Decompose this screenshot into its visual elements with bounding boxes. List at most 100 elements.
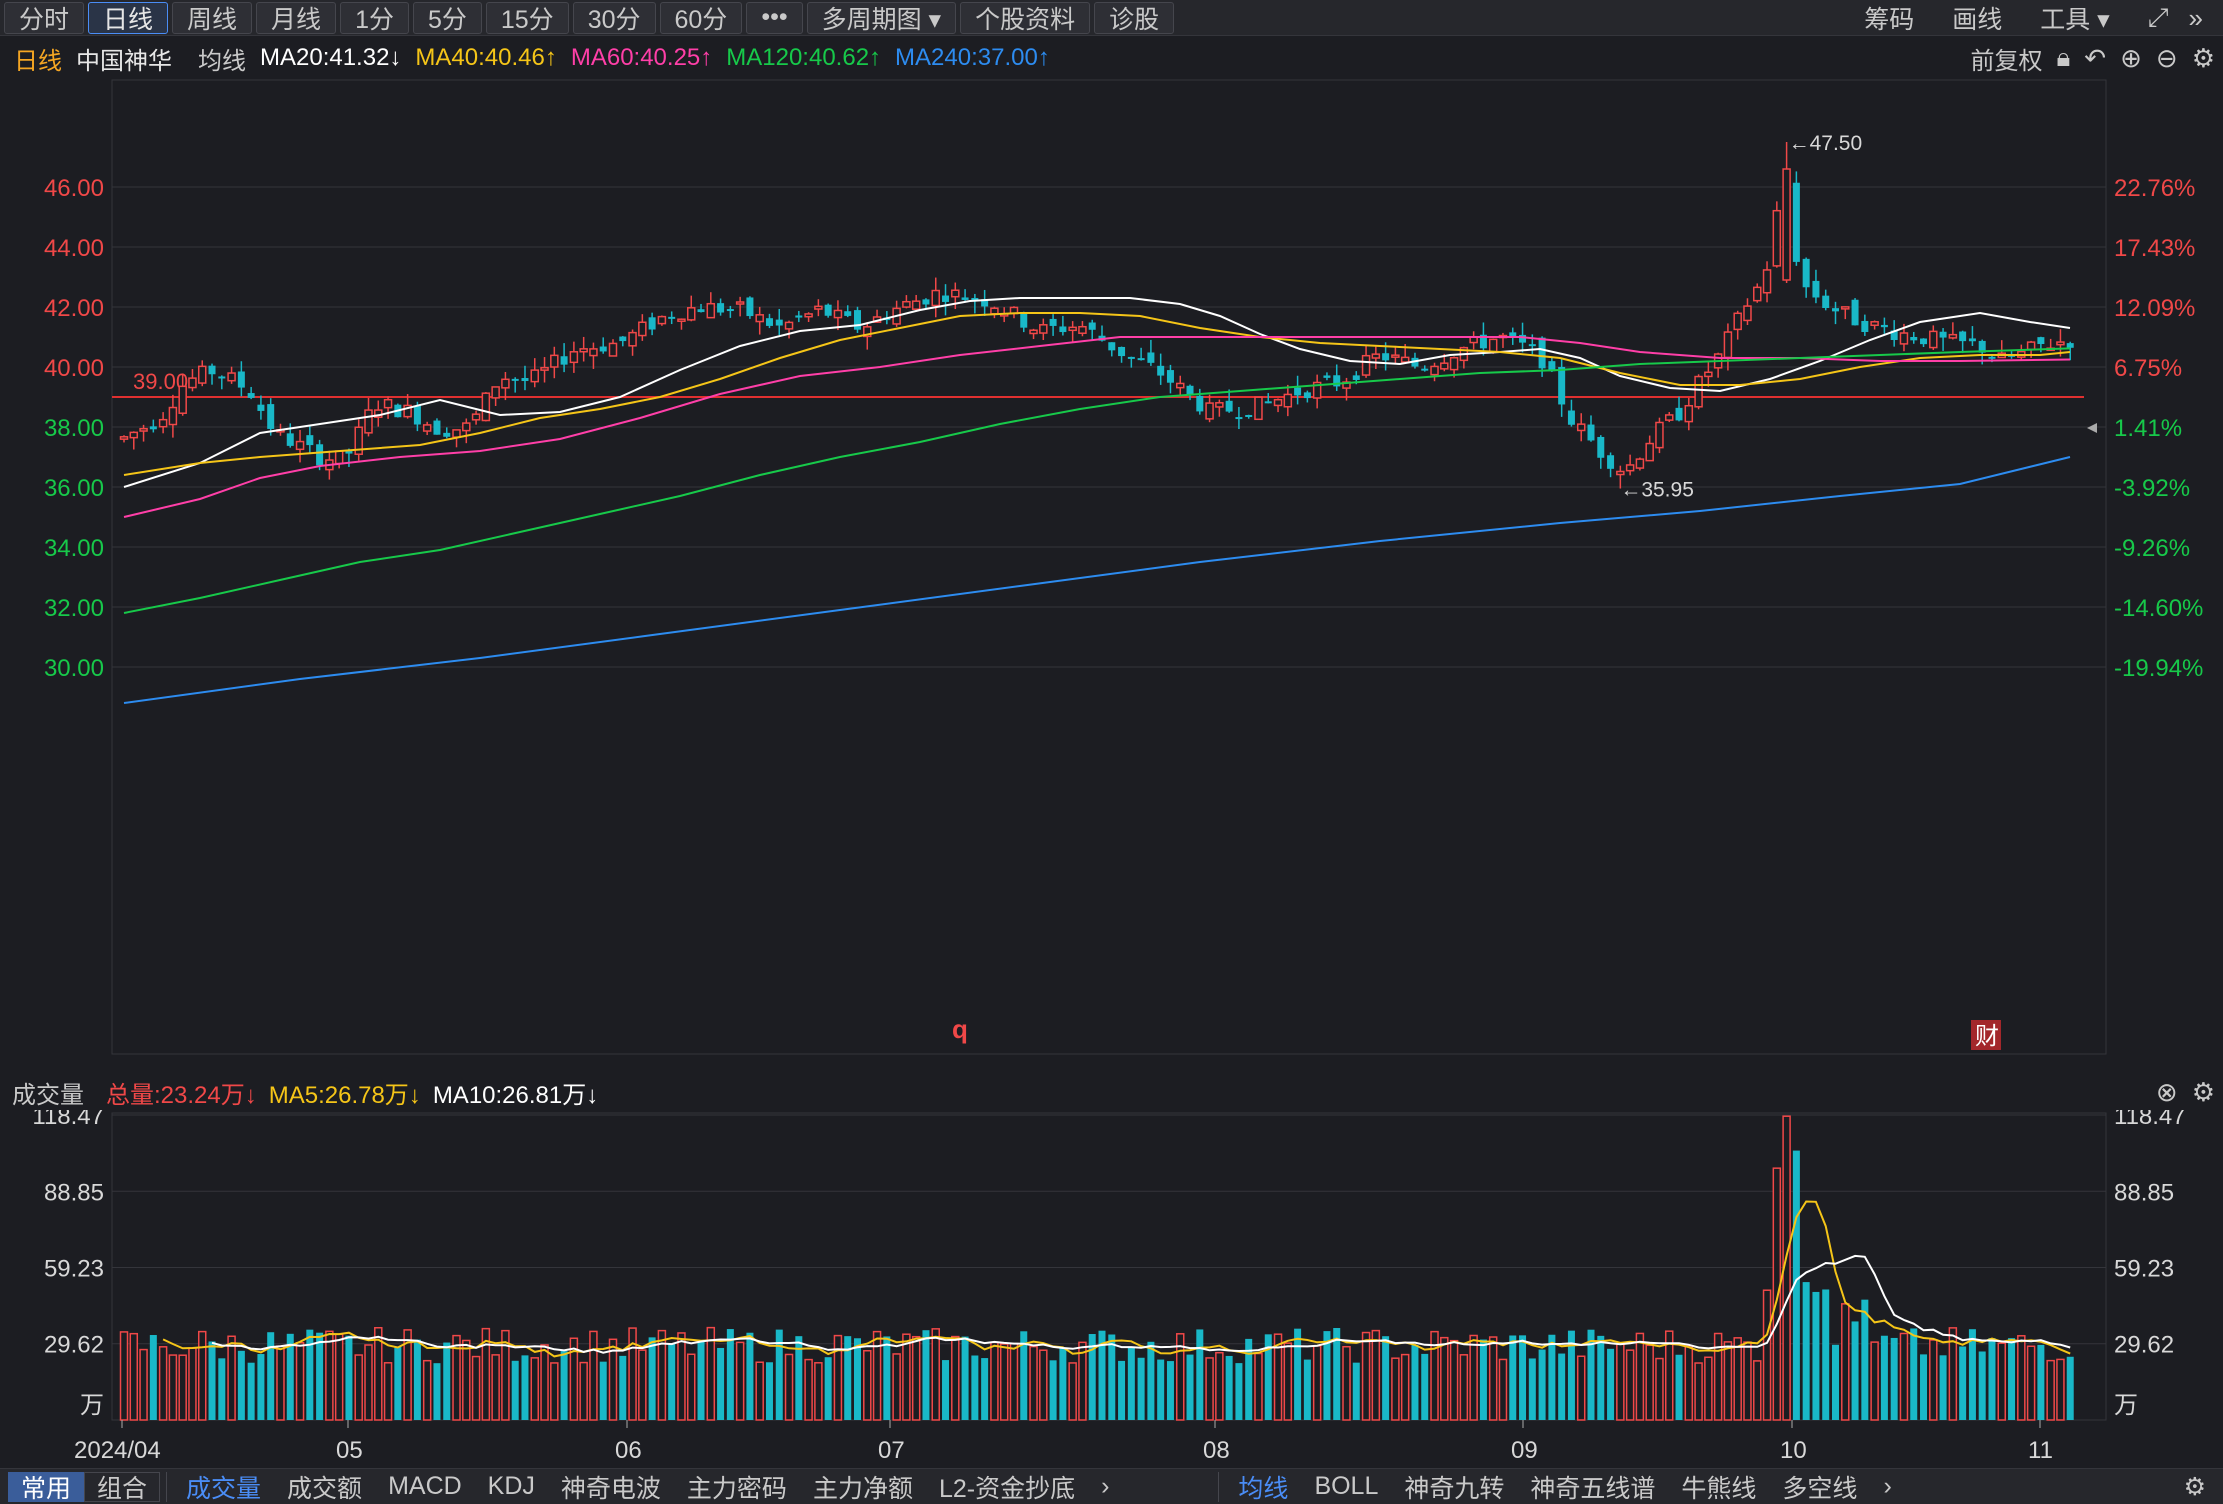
volume-panel[interactable]: 118.47 118.47 88.85 88.85 59.23 59.23 29.62 29.… xyxy=(0,1103,2223,1468)
overlay-tab-boll[interactable]: BOLL xyxy=(1314,1472,1379,1500)
period-tab-1min[interactable]: 1分 xyxy=(340,1,409,34)
candle-body-up xyxy=(1400,356,1410,363)
volume-bar-up xyxy=(1078,1341,1087,1421)
volume-bar-down xyxy=(1235,1363,1243,1420)
volume-title[interactable]: 成交量 xyxy=(12,1081,84,1109)
volume-bar-down xyxy=(1421,1353,1429,1420)
indicator-tab-l2-bottom[interactable]: L2-资金抄底 xyxy=(938,1474,1076,1503)
volume-bar-down xyxy=(1548,1334,1556,1420)
close-panel-icon[interactable]: ⊗ xyxy=(2155,1076,2178,1107)
price-axis-label-left: 44.00 xyxy=(44,235,104,262)
candle-body-up xyxy=(334,450,344,465)
volume-bar-down xyxy=(668,1344,676,1420)
candle-body-down xyxy=(1968,338,1976,342)
candle-body-down xyxy=(2066,343,2074,348)
adjust-mode-button[interactable]: 前复权 xyxy=(1970,47,2043,75)
period-tab-60min[interactable]: 60分 xyxy=(659,1,743,34)
fullscreen-icon[interactable]: ⤢ xyxy=(2147,2,2169,32)
volume-bar-down xyxy=(218,1358,226,1420)
period-tab-daily[interactable]: 日线 xyxy=(88,1,169,34)
volume-bar-up xyxy=(1899,1332,1909,1421)
volume-bar-up xyxy=(872,1330,882,1421)
candle-body-down xyxy=(1225,400,1233,412)
candle-body-down xyxy=(1108,342,1116,351)
candle-body-down xyxy=(560,356,568,365)
volume-bar-down xyxy=(1880,1335,1888,1420)
volume-bar-up xyxy=(188,1347,197,1421)
volume-axis-label-right: 29.62 xyxy=(2114,1332,2174,1359)
candle-body-up xyxy=(1312,381,1322,399)
candle-body-up xyxy=(833,309,843,319)
period-tab-monthly[interactable]: 月线 xyxy=(256,1,337,34)
bottom-settings-icon[interactable]: ⚙ xyxy=(2183,1472,2206,1501)
ma-title[interactable]: 均线 xyxy=(198,47,246,75)
volume-settings-icon[interactable]: ⚙ xyxy=(2191,1076,2215,1107)
indicator-tab-main-net[interactable]: 主力净额 xyxy=(812,1474,913,1503)
candle-body-up xyxy=(1664,414,1674,421)
undo-icon[interactable]: ↶ xyxy=(2084,42,2107,73)
chips-button[interactable]: 筹码 xyxy=(1864,6,1915,34)
volume-bar-up xyxy=(1713,1332,1723,1421)
stock-profile-button[interactable]: 个股资料 xyxy=(960,1,1091,34)
overlay-tab-ma[interactable]: 均线 xyxy=(1238,1474,1289,1503)
overlay-tab-long-short[interactable]: 多空线 xyxy=(1782,1474,1858,1503)
period-tab-5min[interactable]: 5分 xyxy=(412,1,482,34)
scroll-right-icon[interactable]: › xyxy=(1101,1472,1110,1500)
volume-bar-up xyxy=(1733,1337,1742,1421)
volume-bar-down xyxy=(1528,1358,1536,1420)
chart-controls: 前复权 🔒︎ ↶ ⊕ ⊖ ⚙ xyxy=(1970,40,2215,76)
volume-bar-up xyxy=(2026,1345,2036,1421)
collapse-icon[interactable]: » xyxy=(2188,2,2203,33)
indicator-tab-volume[interactable]: 成交量 xyxy=(186,1474,262,1503)
volume-bar-down xyxy=(1861,1299,1869,1420)
diagnose-stock-button[interactable]: 诊股 xyxy=(1094,1,1175,34)
overlay-tab-five-line[interactable]: 神奇五线谱 xyxy=(1530,1474,1656,1503)
volume-bar-up xyxy=(569,1337,579,1421)
period-tab-15min[interactable]: 15分 xyxy=(485,1,569,34)
period-tab-weekly[interactable]: 周线 xyxy=(172,1,253,34)
settings-gear-icon[interactable]: ⚙ xyxy=(2191,42,2215,73)
price-axis-label-right: -9.26% xyxy=(2114,535,2190,562)
indicator-tab-macd[interactable]: MACD xyxy=(388,1472,462,1500)
indicator-tab-magic-wave[interactable]: 神奇电波 xyxy=(560,1474,661,1503)
tools-dropdown[interactable]: 工具 ▾ xyxy=(2040,6,2110,34)
overlay-tab-bull-bear[interactable]: 牛熊线 xyxy=(1681,1474,1757,1503)
draw-line-button[interactable]: 画线 xyxy=(1952,6,2003,34)
candle-body-down xyxy=(922,299,930,305)
indicator-tab-main-code[interactable]: 主力密码 xyxy=(686,1474,787,1503)
combo-tab[interactable]: 组合 xyxy=(84,1471,161,1503)
candle-body-up xyxy=(1029,329,1038,335)
multi-period-dropdown[interactable]: 多周期图 ▾ xyxy=(806,1,957,34)
period-tab-30min[interactable]: 30分 xyxy=(572,1,656,34)
overlay-scroll-right-icon[interactable]: › xyxy=(1883,1472,1892,1500)
candle-body-up xyxy=(814,305,823,310)
ma40-value: MA40:40.46↑ xyxy=(415,44,557,71)
candle-body-down xyxy=(854,310,861,330)
candle-body-down xyxy=(668,316,676,319)
volume-bar-down xyxy=(844,1336,852,1420)
indicator-tab-kdj[interactable]: KDJ xyxy=(487,1472,535,1500)
volume-bar-up xyxy=(139,1348,148,1421)
candle-body-down xyxy=(1890,330,1898,340)
candle-body-down xyxy=(1196,395,1204,412)
zoom-out-icon[interactable]: ⊖ xyxy=(2155,42,2178,73)
volume-bar-down xyxy=(795,1336,803,1420)
volume-bar-down xyxy=(648,1337,656,1420)
lock-icon[interactable]: 🔒︎ xyxy=(2056,42,2071,72)
price-panel[interactable]: 46.00 22.76% 44.00 17.43% 42.00 12.09% 40.00 6.… xyxy=(0,78,2223,1056)
common-tab[interactable]: 常用 xyxy=(8,1471,85,1503)
volume-bar-up xyxy=(1273,1333,1283,1421)
overlay-tab-nine-turn[interactable]: 神奇九转 xyxy=(1404,1474,1505,1503)
volume-chart[interactable]: 118.47 118.47 88.85 88.85 59.23 59.23 29.62 29.… xyxy=(0,1103,2223,1468)
candlestick-chart[interactable]: 46.00 22.76% 44.00 17.43% 42.00 12.09% 40.00 6.… xyxy=(0,78,2223,1056)
more-periods-button[interactable]: ••• xyxy=(746,1,803,34)
indicator-tab-turnover[interactable]: 成交额 xyxy=(287,1474,363,1503)
zoom-in-icon[interactable]: ⊕ xyxy=(2120,42,2142,73)
candle-body-down xyxy=(599,346,607,352)
period-tab-timeshare[interactable]: 分时 xyxy=(4,1,85,34)
price-axis-label-right: -14.60% xyxy=(2114,595,2203,622)
volume-bar-up xyxy=(1391,1357,1400,1421)
bottom-tab-bar: 常用 组合 成交量 成交额 MACD KDJ 神奇电波 主力密码 主力净额 L2… xyxy=(0,1468,2223,1504)
volume-bar-up xyxy=(354,1354,363,1421)
candle-body-down xyxy=(433,420,441,435)
